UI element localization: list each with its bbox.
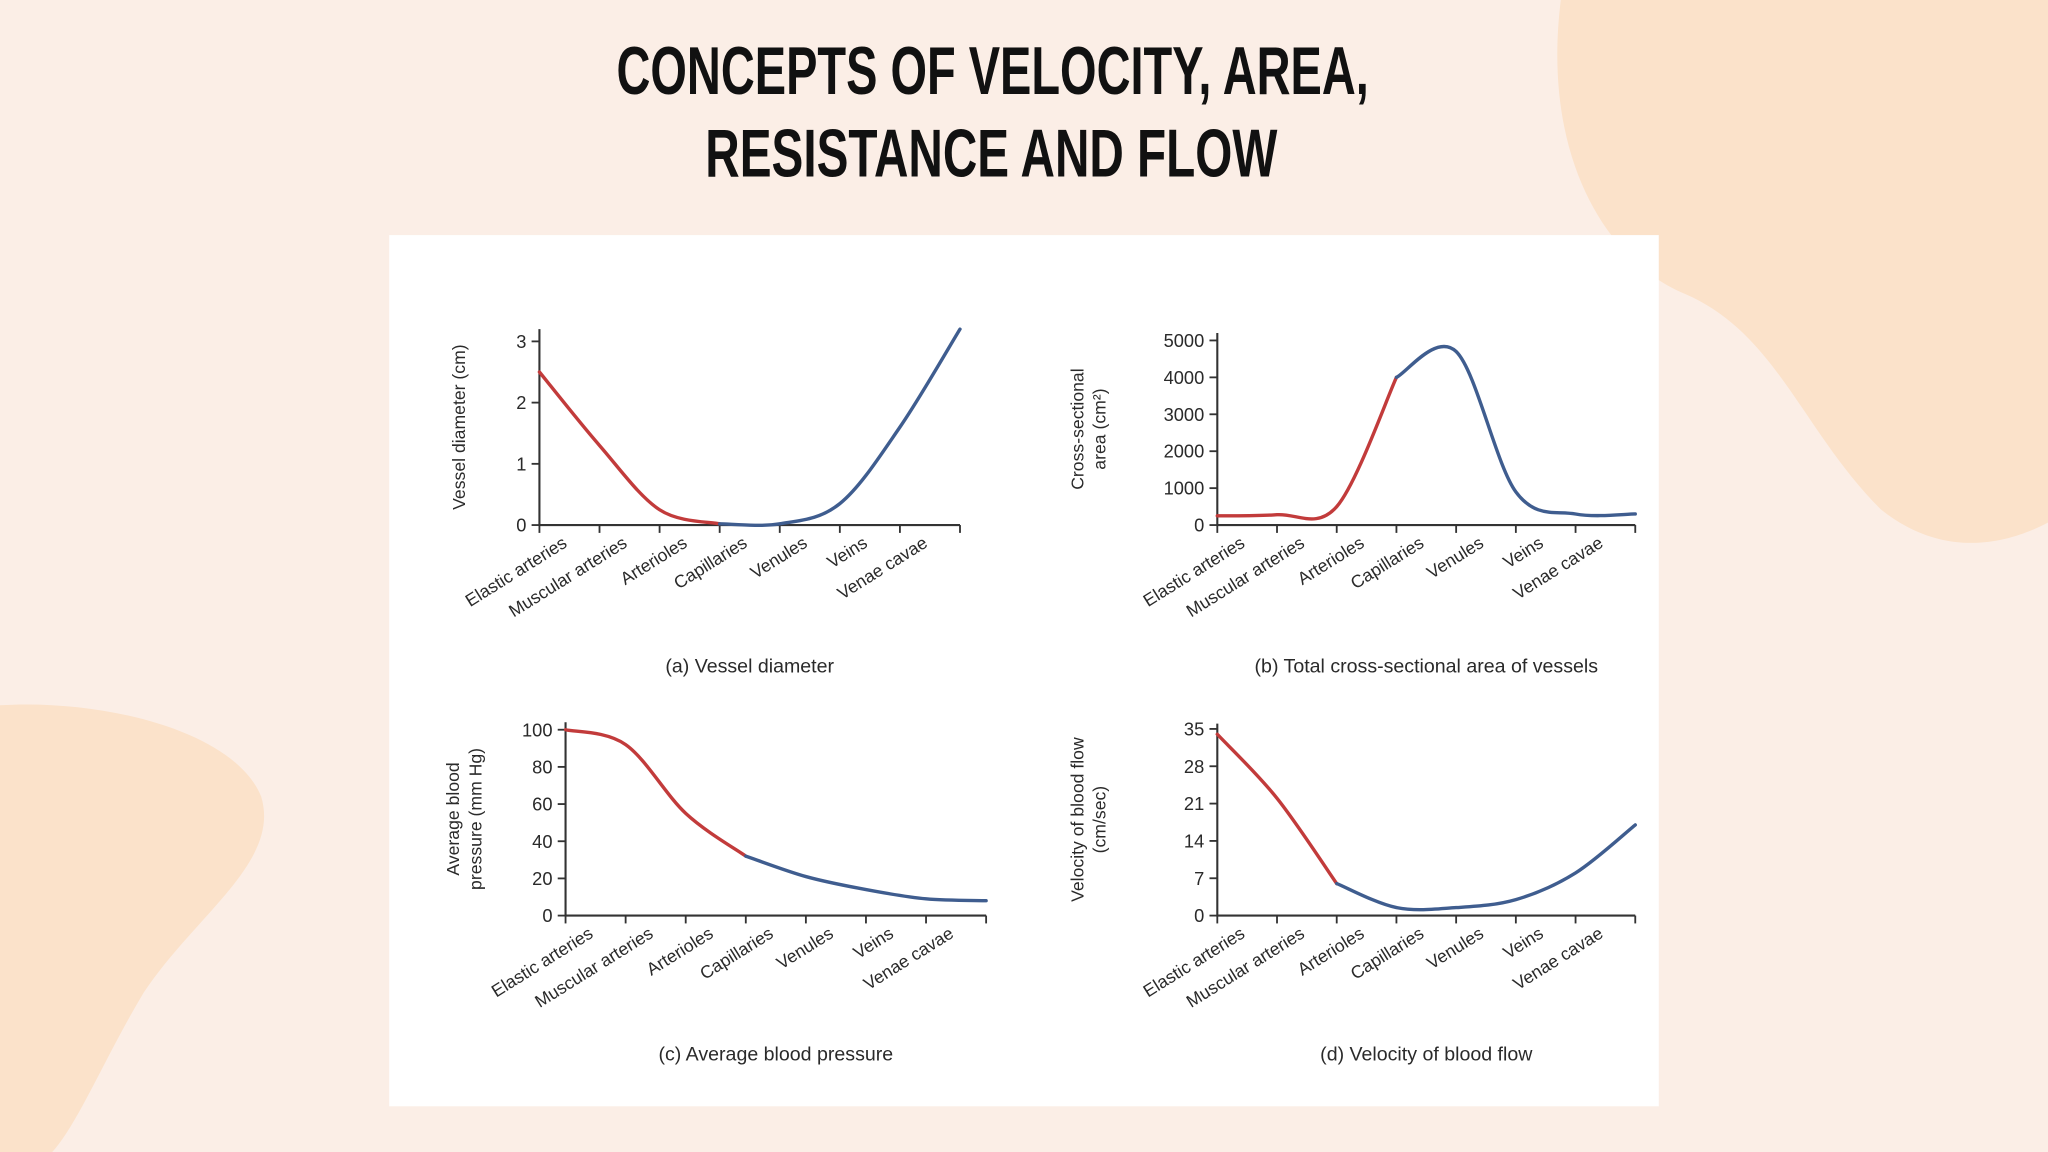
y-axis-label: Average blood	[443, 762, 463, 875]
y-tick-label: 28	[1184, 756, 1204, 777]
y-axis-label: Vessel diameter (cm)	[449, 344, 469, 510]
y-tick-label: 14	[1184, 830, 1204, 851]
y-tick-label: 1	[516, 453, 526, 474]
y-axis-label: pressure (mm Hg)	[465, 748, 485, 890]
y-axis-label: Velocity of blood flow	[1067, 737, 1087, 902]
y-tick-label: 0	[1194, 515, 1204, 536]
chart-caption: (a) Vessel diameter	[665, 656, 834, 678]
y-tick-label: 1000	[1164, 478, 1205, 499]
data-line	[563, 728, 748, 858]
y-tick-label: 5000	[1164, 330, 1205, 351]
y-tick-label: 35	[1184, 718, 1204, 739]
y-axis-label: Cross-sectional	[1067, 368, 1087, 489]
background-blob	[1557, 0, 2048, 543]
y-axis-label: area (cm²)	[1090, 388, 1110, 469]
y-tick-label: 0	[542, 905, 552, 926]
chart-caption: (d) Velocity of blood flow	[1320, 1044, 1533, 1066]
y-tick-label: 7	[1194, 868, 1204, 889]
y-tick-label: 3000	[1164, 404, 1205, 425]
y-tick-label: 20	[532, 868, 552, 889]
y-tick-label: 4000	[1164, 367, 1205, 388]
data-line	[537, 370, 722, 526]
data-line	[717, 327, 962, 528]
data-line	[1394, 344, 1637, 518]
y-tick-label: 2	[516, 392, 526, 413]
data-line	[744, 854, 988, 903]
chart-caption: (b) Total cross-sectional area of vessel…	[1255, 656, 1599, 678]
y-tick-label: 21	[1184, 793, 1204, 814]
data-line	[1215, 732, 1339, 886]
background-blob	[0, 704, 265, 1152]
slide-title: RESISTANCE AND FLOW	[705, 116, 1278, 191]
data-line	[1215, 375, 1399, 521]
chart-caption: (c) Average blood pressure	[658, 1044, 893, 1066]
y-tick-label: 40	[532, 831, 552, 852]
y-tick-label: 2000	[1164, 441, 1205, 462]
y-tick-label: 0	[1194, 905, 1204, 926]
y-tick-label: 0	[516, 515, 526, 536]
figure-panel	[389, 235, 1659, 1107]
slide-title: CONCEPTS OF VELOCITY, AREA,	[616, 34, 1368, 109]
y-tick-label: 100	[522, 719, 552, 740]
y-tick-label: 60	[532, 794, 552, 815]
y-axis-label: (cm/sec)	[1090, 786, 1110, 854]
data-line	[1335, 823, 1637, 912]
y-tick-label: 3	[516, 331, 526, 352]
y-tick-label: 80	[532, 756, 552, 777]
